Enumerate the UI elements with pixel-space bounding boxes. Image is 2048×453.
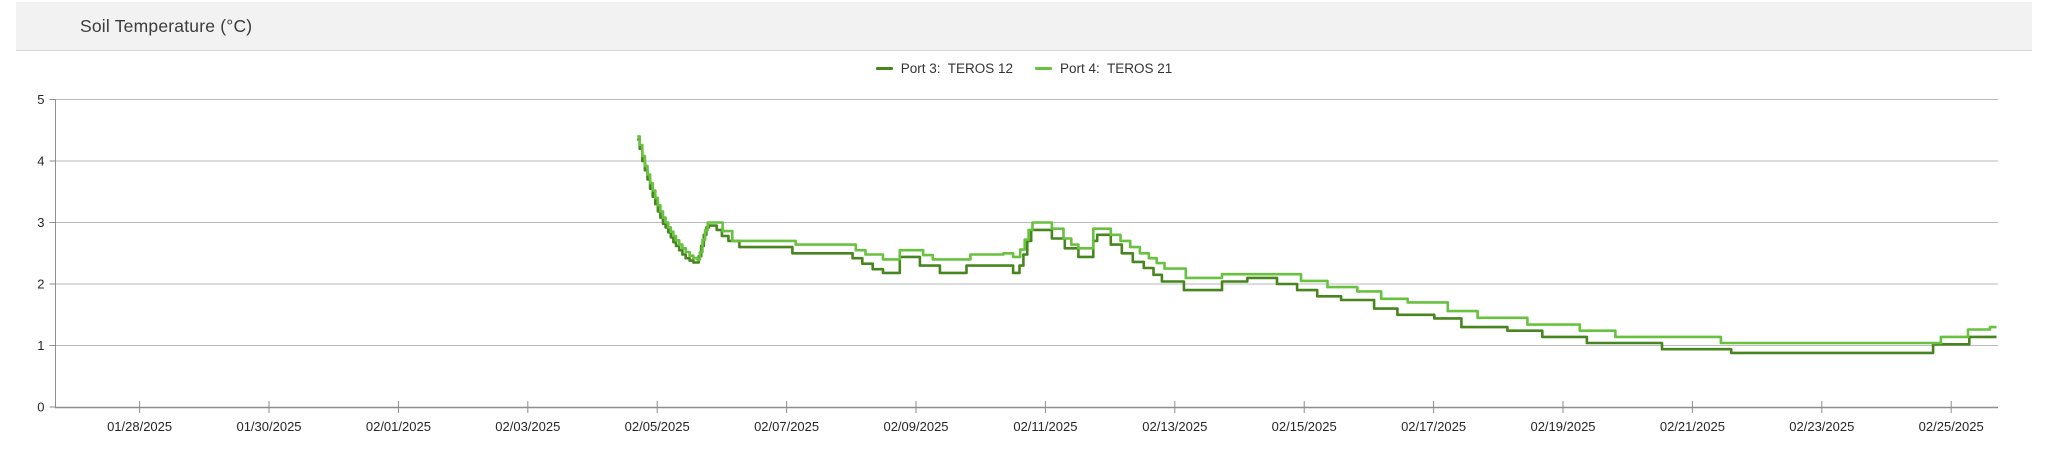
x-tick-label-02/19/2025: 02/19/2025	[1530, 419, 1595, 434]
legend-item-port-4[interactable]: Port 4: TEROS 21	[1035, 61, 1172, 76]
legend-label-port-3: Port 3: TEROS 12	[900, 61, 1013, 76]
x-tick-label-02/03/2025: 02/03/2025	[495, 419, 560, 434]
x-tick-label-02/23/2025: 02/23/2025	[1789, 419, 1854, 434]
y-tick-label-4: 4	[37, 154, 44, 169]
panel-title: Soil Temperature (°C)	[80, 15, 253, 36]
x-tick-label-01/30/2025: 01/30/2025	[236, 419, 301, 434]
x-tick-label-02/17/2025: 02/17/2025	[1401, 419, 1466, 434]
legend-item-port-3[interactable]: Port 3: TEROS 12	[875, 61, 1013, 76]
x-tick-label-01/28/2025: 01/28/2025	[107, 419, 172, 434]
x-tick-label-02/09/2025: 02/09/2025	[883, 419, 948, 434]
y-tick-label-5: 5	[37, 92, 44, 107]
legend-swatch-port-3	[875, 67, 893, 70]
x-tick-label-02/07/2025: 02/07/2025	[754, 419, 819, 434]
x-tick-label-02/21/2025: 02/21/2025	[1660, 419, 1725, 434]
y-tick-label-2: 2	[37, 277, 44, 292]
series-line-port-4[interactable]	[637, 135, 1997, 345]
legend-label-port-4: Port 4: TEROS 21	[1060, 61, 1173, 76]
y-tick-label-0: 0	[37, 400, 44, 415]
y-tick-label-1: 1	[37, 338, 44, 353]
chart-legend: Port 3: TEROS 12 Port 4: TEROS 21	[0, 61, 2048, 76]
x-tick-label-02/11/2025: 02/11/2025	[1013, 419, 1077, 434]
legend-swatch-port-4	[1035, 67, 1052, 70]
x-tick-label-02/05/2025: 02/05/2025	[625, 419, 690, 434]
x-tick-label-02/15/2025: 02/15/2025	[1272, 419, 1337, 434]
x-tick-label-02/01/2025: 02/01/2025	[366, 419, 431, 434]
series-line-port-3[interactable]	[637, 138, 1997, 355]
x-tick-label-02/13/2025: 02/13/2025	[1142, 419, 1207, 434]
panel-header: Soil Temperature (°C)	[16, 2, 2032, 51]
y-tick-label-3: 3	[37, 215, 44, 230]
x-tick-label-02/25/2025: 02/25/2025	[1919, 419, 1984, 434]
